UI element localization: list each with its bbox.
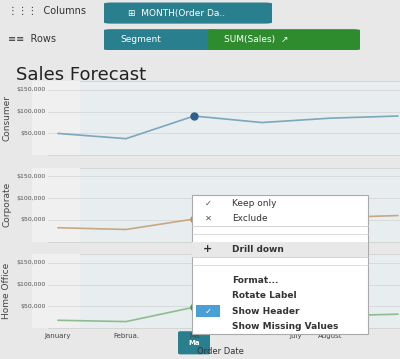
Text: ✓: ✓ bbox=[204, 199, 212, 208]
Text: Segment: Segment bbox=[120, 35, 161, 44]
Bar bbox=[196, 305, 220, 317]
Text: +: + bbox=[203, 244, 213, 255]
Text: Keep only: Keep only bbox=[232, 199, 276, 208]
Text: Home Office: Home Office bbox=[2, 263, 11, 319]
Text: January: January bbox=[45, 333, 71, 339]
Text: SUM(Sales)  ↗: SUM(Sales) ↗ bbox=[224, 35, 288, 44]
Text: ✓: ✓ bbox=[204, 307, 212, 316]
Text: Order Date: Order Date bbox=[196, 347, 244, 356]
Text: Show Missing Values: Show Missing Values bbox=[232, 322, 338, 331]
Text: $150,000: $150,000 bbox=[17, 260, 46, 265]
Text: $100,000: $100,000 bbox=[17, 282, 46, 287]
Text: Ma: Ma bbox=[189, 333, 199, 339]
Text: August: August bbox=[318, 333, 342, 339]
Text: Februa.: Februa. bbox=[113, 333, 139, 339]
Text: Rotate Label: Rotate Label bbox=[232, 291, 297, 300]
Text: $50,000: $50,000 bbox=[21, 218, 46, 222]
FancyBboxPatch shape bbox=[192, 195, 368, 334]
Text: ✕: ✕ bbox=[204, 214, 212, 223]
Text: Drill down: Drill down bbox=[232, 245, 284, 254]
Bar bbox=[192, 242, 368, 257]
Text: Format...: Format... bbox=[232, 276, 278, 285]
Text: $100,000: $100,000 bbox=[17, 109, 46, 114]
FancyBboxPatch shape bbox=[178, 331, 210, 354]
Text: ⋮⋮⋮  Columns: ⋮⋮⋮ Columns bbox=[8, 6, 86, 16]
Text: $50,000: $50,000 bbox=[21, 304, 46, 309]
Text: Consumer: Consumer bbox=[2, 95, 11, 141]
Text: Exclude: Exclude bbox=[232, 214, 268, 223]
FancyBboxPatch shape bbox=[208, 29, 360, 50]
Text: ≡≡  Rows: ≡≡ Rows bbox=[8, 34, 56, 44]
Text: Corporate: Corporate bbox=[2, 182, 11, 227]
Text: July: July bbox=[290, 333, 302, 339]
Text: Show Header: Show Header bbox=[232, 307, 300, 316]
Text: Ma: Ma bbox=[188, 340, 200, 346]
Text: $100,000: $100,000 bbox=[17, 196, 46, 201]
FancyBboxPatch shape bbox=[104, 29, 216, 50]
Text: ⊞  MONTH(Order Da..: ⊞ MONTH(Order Da.. bbox=[128, 9, 225, 18]
FancyBboxPatch shape bbox=[104, 3, 272, 24]
Text: Sales Forecast: Sales Forecast bbox=[16, 66, 146, 84]
Text: $150,000: $150,000 bbox=[17, 174, 46, 179]
Text: $150,000: $150,000 bbox=[17, 87, 46, 92]
Text: $50,000: $50,000 bbox=[21, 131, 46, 136]
